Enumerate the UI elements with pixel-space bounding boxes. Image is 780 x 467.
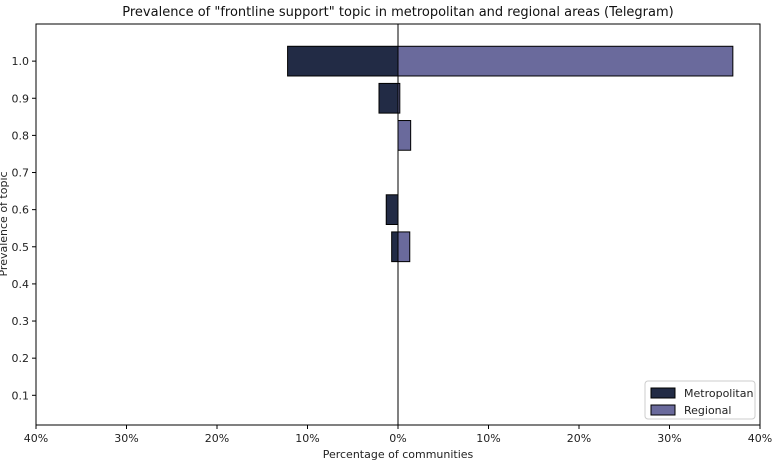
y-tick-label: 0.7: [12, 167, 30, 180]
bar-regional-0: [397, 45, 734, 77]
legend-swatch-regional: [650, 404, 676, 416]
y-tick-label: 0.3: [12, 315, 30, 328]
y-tick-label: 0.5: [12, 241, 30, 254]
legend: Metropolitan Regional: [644, 380, 756, 420]
x-tick-label: 30%: [657, 432, 681, 445]
legend-swatch-metropolitan: [650, 387, 676, 399]
bar-regional-2: [397, 120, 412, 151]
bar-metropolitan-3: [391, 231, 399, 263]
x-axis-label: Percentage of communities: [323, 448, 474, 461]
bar-metropolitan-2: [385, 194, 399, 225]
y-tick-label: 0.4: [12, 278, 30, 291]
y-axis-ticks: 0.1 0.2 0.3 0.4 0.5 0.6 0.7 0.8 0.9 1.0: [12, 55, 36, 402]
y-tick-label: 0.6: [12, 204, 30, 217]
x-tick-label: 30%: [114, 432, 138, 445]
x-tick-label: 10%: [295, 432, 319, 445]
x-tick-label: 40%: [748, 432, 772, 445]
y-tick-label: 0.8: [12, 129, 30, 142]
bar-regional-3: [397, 231, 411, 263]
x-tick-label: 20%: [567, 432, 591, 445]
y-tick-label: 1.0: [12, 55, 30, 68]
bars-layer: [287, 45, 734, 263]
legend-label-regional: Regional: [684, 404, 731, 417]
y-tick-label: 0.2: [12, 352, 30, 365]
bar-metropolitan-0: [287, 45, 399, 77]
x-tick-label: 40%: [24, 432, 48, 445]
x-tick-label: 0%: [389, 432, 406, 445]
x-tick-label: 10%: [476, 432, 500, 445]
x-axis-ticks: 40% 30% 20% 10% 0% 10% 20% 30% 40%: [24, 425, 772, 445]
y-axis-label: Prevalence of topic: [0, 171, 10, 276]
y-tick-label: 0.1: [12, 389, 30, 402]
chart-title: Prevalence of "frontline support" topic …: [122, 5, 673, 20]
x-tick-label: 20%: [205, 432, 229, 445]
y-tick-label: 0.9: [12, 92, 30, 105]
legend-label-metropolitan: Metropolitan: [684, 387, 753, 400]
bar-metropolitan-1: [378, 82, 399, 114]
